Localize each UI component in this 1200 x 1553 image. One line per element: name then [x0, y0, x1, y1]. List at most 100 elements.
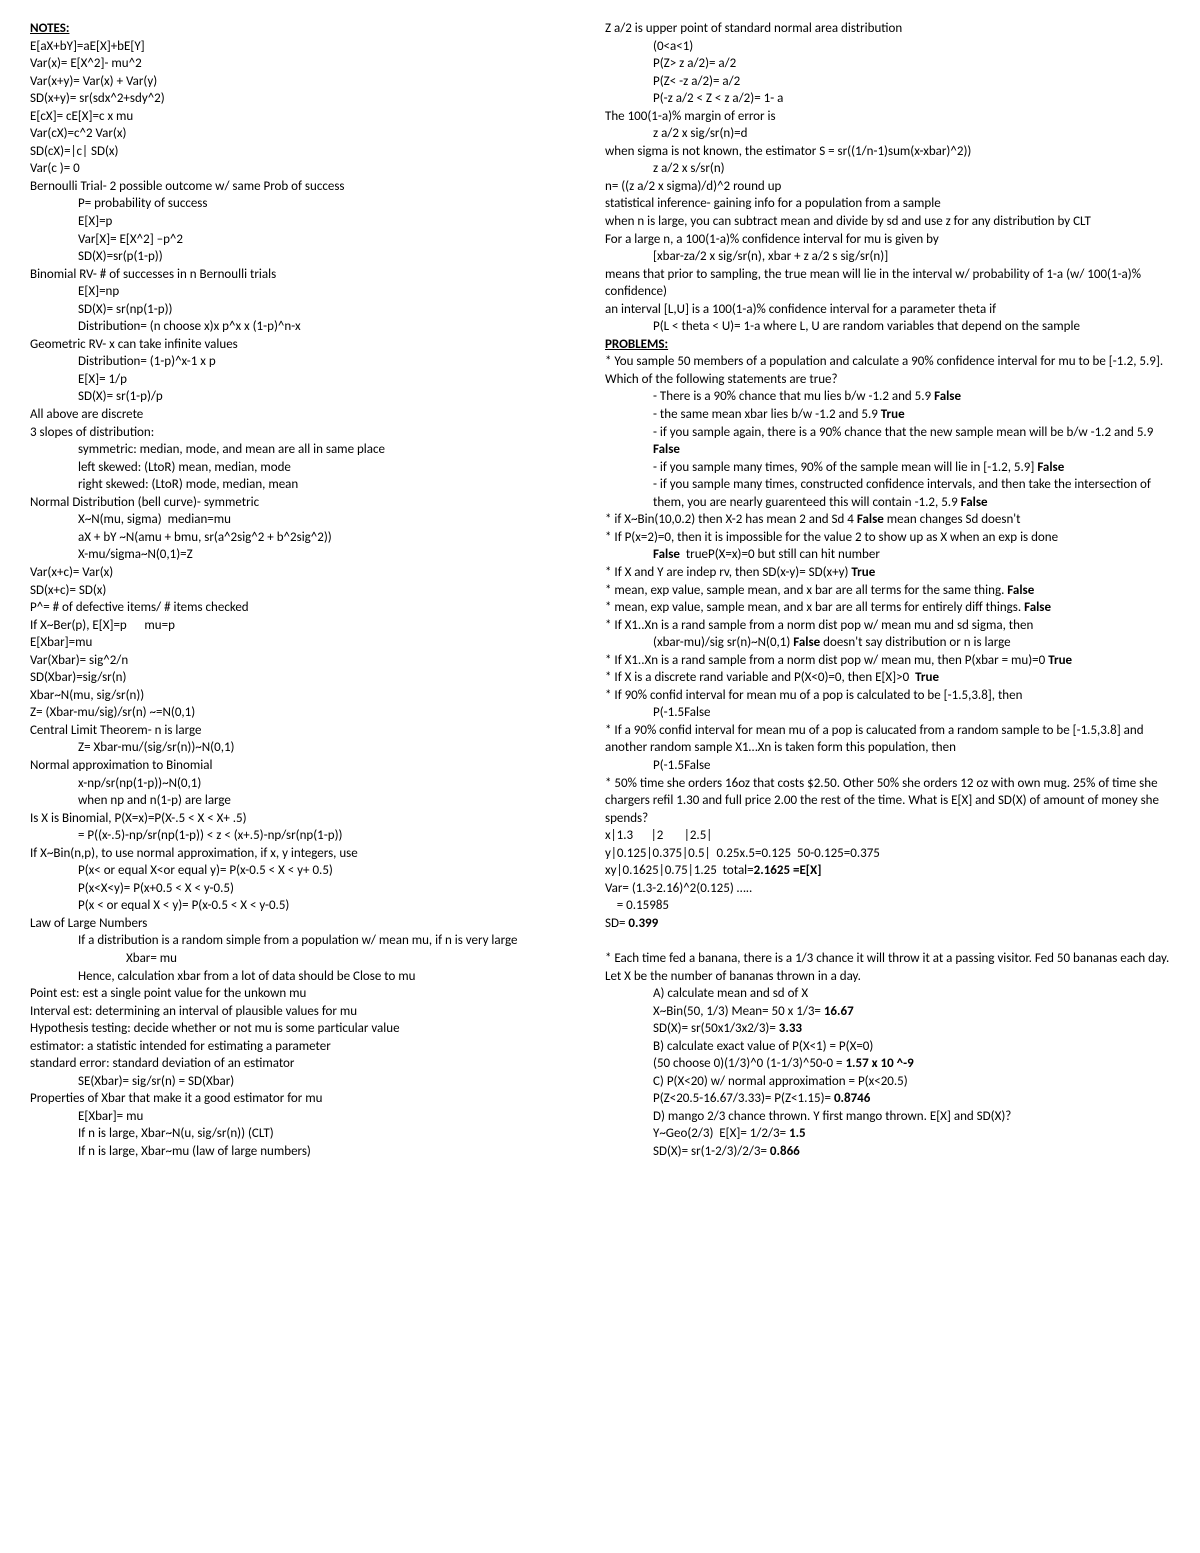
text-line: right skewed: (LtoR) mode, median, mean [30, 476, 595, 494]
text-line: means that prior to sampling, the true m… [605, 266, 1170, 301]
text-line: * If 90% confid interval for mean mu of … [605, 687, 1170, 705]
text-line: SD(x+y)= sr(sdx^2+sdy^2) [30, 90, 595, 108]
text-line: Normal Distribution (bell curve)- symmet… [30, 494, 595, 512]
text-line: * You sample 50 members of a population … [605, 353, 1170, 388]
text-line: = 0.15985 [605, 897, 1170, 915]
text-line: Var[X]= E[X^2] –p^2 [30, 231, 595, 249]
text-line: The 100(1-a)% margin of error is [605, 108, 1170, 126]
text-line: * mean, exp value, sample mean, and x ba… [605, 582, 1170, 600]
text-line: Hypothesis testing: decide whether or no… [30, 1020, 595, 1038]
text-line: SD(X)= sr(np(1-p)) [30, 301, 595, 319]
text-line: P(-1.5False [605, 704, 1170, 722]
text-line: For a large n, a 100(1-a)% confidence in… [605, 231, 1170, 249]
text-line: Point est: est a single point value for … [30, 985, 595, 1003]
text-line: Hence, calculation xbar from a lot of da… [30, 968, 595, 986]
text-line: P(L < theta < U)= 1-a where L, U are ran… [605, 318, 1170, 336]
text-line: C) P(X<20) w/ normal approximation = P(x… [605, 1073, 1170, 1091]
text-line: E[cX]= cE[X]=c x mu [30, 108, 595, 126]
text-line: Is X is Binomial, P(X=x)=P(X-.5 < X < X+… [30, 810, 595, 828]
text-line: Var(cX)=c^2 Var(x) [30, 125, 595, 143]
text-line: Geometric RV- x can take infinite values [30, 336, 595, 354]
text-line: Distribution= (n choose x)x p^x x (1-p)^… [30, 318, 595, 336]
text-line: NOTES: [30, 20, 595, 38]
text-line: Z= Xbar-mu/(sig/sr(n))~N(0,1) [30, 739, 595, 757]
text-line: P^= # of defective items/ # items checke… [30, 599, 595, 617]
text-line: 3 slopes of distribution: [30, 424, 595, 442]
text-line: an interval [L,U] is a 100(1-a)% confide… [605, 301, 1170, 319]
text-line: P(Z< -z a/2)= a/2 [605, 73, 1170, 91]
text-line: (0<a<1) [605, 38, 1170, 56]
text-line: P(Z> z a/2)= a/2 [605, 55, 1170, 73]
text-line: when sigma is not known, the estimator S… [605, 143, 1170, 161]
text-line: SD(Xbar)=sig/sr(n) [30, 669, 595, 687]
text-line: X~N(mu, sigma) median=mu [30, 511, 595, 529]
text-line: E[X]=p [30, 213, 595, 231]
text-line: - if you sample many times, 90% of the s… [605, 459, 1170, 477]
text-line: * If X1..Xn is a rand sample from a norm… [605, 652, 1170, 670]
text-line: SE(Xbar)= sig/sr(n) = SD(Xbar) [30, 1073, 595, 1091]
text-line: estimator: a statistic intended for esti… [30, 1038, 595, 1056]
text-line: P(-z a/2 < Z < z a/2)= 1- a [605, 90, 1170, 108]
text-line: * If X and Y are indep rv, then SD(x-y)=… [605, 564, 1170, 582]
text-line: Var= (1.3-2.16)^2(0.125) ….. [605, 880, 1170, 898]
right-column: Z a/2 is upper point of standard normal … [605, 20, 1170, 1161]
text-line: - if you sample many times, constructed … [605, 476, 1170, 511]
text-line: P= probability of success [30, 195, 595, 213]
text-line: P(x< or equal X<or equal y)= P(x-0.5 < X… [30, 862, 595, 880]
text-line: PROBLEMS: [605, 336, 1170, 354]
text-line: when n is large, you can subtract mean a… [605, 213, 1170, 231]
text-line: P(Z<20.5-16.67/3.33)= P(Z<1.15)= 0.8746 [605, 1090, 1170, 1108]
text-line: D) mango 2/3 chance thrown. Y first mang… [605, 1108, 1170, 1126]
text-line: (50 choose 0)(1/3)^0 (1-1/3)^50-0 = 1.57… [605, 1055, 1170, 1073]
text-line: * 50% time she orders 16oz that costs $2… [605, 775, 1170, 828]
text-line: standard error: standard deviation of an… [30, 1055, 595, 1073]
text-line: - if you sample again, there is a 90% ch… [605, 424, 1170, 459]
text-line: If n is large, Xbar~N(u, sig/sr(n)) (CLT… [30, 1125, 595, 1143]
text-line: Var(x)= E[X^2]- mu^2 [30, 55, 595, 73]
text-line: * If a 90% confid interval for mean mu o… [605, 722, 1170, 757]
text-line: z a/2 x s/sr(n) [605, 160, 1170, 178]
text-line: statistical inference- gaining info for … [605, 195, 1170, 213]
text-line: - There is a 90% chance that mu lies b/w… [605, 388, 1170, 406]
text-line: Distribution= (1-p)^x-1 x p [30, 353, 595, 371]
text-line: SD(X)=sr(p(1-p)) [30, 248, 595, 266]
text-line: All above are discrete [30, 406, 595, 424]
text-line: E[X]= 1/p [30, 371, 595, 389]
text-line: E[X]=np [30, 283, 595, 301]
text-line: SD(X)= sr(50x1/3x2/3)= 3.33 [605, 1020, 1170, 1038]
text-line: - the same mean xbar lies b/w -1.2 and 5… [605, 406, 1170, 424]
text-line: Xbar= mu [30, 950, 595, 968]
text-line: x-np/sr(np(1-p))~N(0,1) [30, 775, 595, 793]
text-line: Binomial RV- # of successes in n Bernoul… [30, 266, 595, 284]
text-line: symmetric: median, mode, and mean are al… [30, 441, 595, 459]
text-line: (xbar-mu)/sig sr(n)~N(0,1) False doesn't… [605, 634, 1170, 652]
text-line: SD= 0.399 [605, 915, 1170, 933]
text-line: n= ((z a/2 x sigma)/d)^2 round up [605, 178, 1170, 196]
text-line: If X~Bin(n,p), to use normal approximati… [30, 845, 595, 863]
text-line: = P((x-.5)-np/sr(np(1-p)) < z < (x+.5)-n… [30, 827, 595, 845]
text-line: SD(cX)=|c| SD(x) [30, 143, 595, 161]
text-line: A) calculate mean and sd of X [605, 985, 1170, 1003]
text-line: z a/2 x sig/sr(n)=d [605, 125, 1170, 143]
text-line: X-mu/sigma~N(0,1)=Z [30, 546, 595, 564]
text-line: E[aX+bY]=aE[X]+bE[Y] [30, 38, 595, 56]
text-line: aX + bY ~N(amu + bmu, sr(a^2sig^2 + b^2s… [30, 529, 595, 547]
text-line: If X~Ber(p), E[X]=p mu=p [30, 617, 595, 635]
text-line: x|1.3 |2 |2.5| [605, 827, 1170, 845]
text-line: Var(c )= 0 [30, 160, 595, 178]
text-line: Central Limit Theorem- n is large [30, 722, 595, 740]
text-line: B) calculate exact value of P(X<1) = P(X… [605, 1038, 1170, 1056]
text-line: * if X~Bin(10,0.2) then X-2 has mean 2 a… [605, 511, 1170, 529]
text-line: y|0.125|0.375|0.5| 0.25x.5=0.125 50-0.12… [605, 845, 1170, 863]
text-line: Z a/2 is upper point of standard normal … [605, 20, 1170, 38]
text-line: P(x<X<y)= P(x+0.5 < X < y-0.5) [30, 880, 595, 898]
text-line: False trueP(X=x)=0 but still can hit num… [605, 546, 1170, 564]
text-line: Var(x+c)= Var(x) [30, 564, 595, 582]
text-line: P(-1.5False [605, 757, 1170, 775]
text-line: P(x < or equal X < y)= P(x-0.5 < X < y-0… [30, 897, 595, 915]
text-line: X~Bin(50, 1/3) Mean= 50 x 1/3= 16.67 [605, 1003, 1170, 1021]
text-line: If n is large, Xbar~mu (law of large num… [30, 1143, 595, 1161]
left-column: NOTES:E[aX+bY]=aE[X]+bE[Y]Var(x)= E[X^2]… [30, 20, 595, 1161]
text-line: * mean, exp value, sample mean, and x ba… [605, 599, 1170, 617]
text-line: E[Xbar]=mu [30, 634, 595, 652]
